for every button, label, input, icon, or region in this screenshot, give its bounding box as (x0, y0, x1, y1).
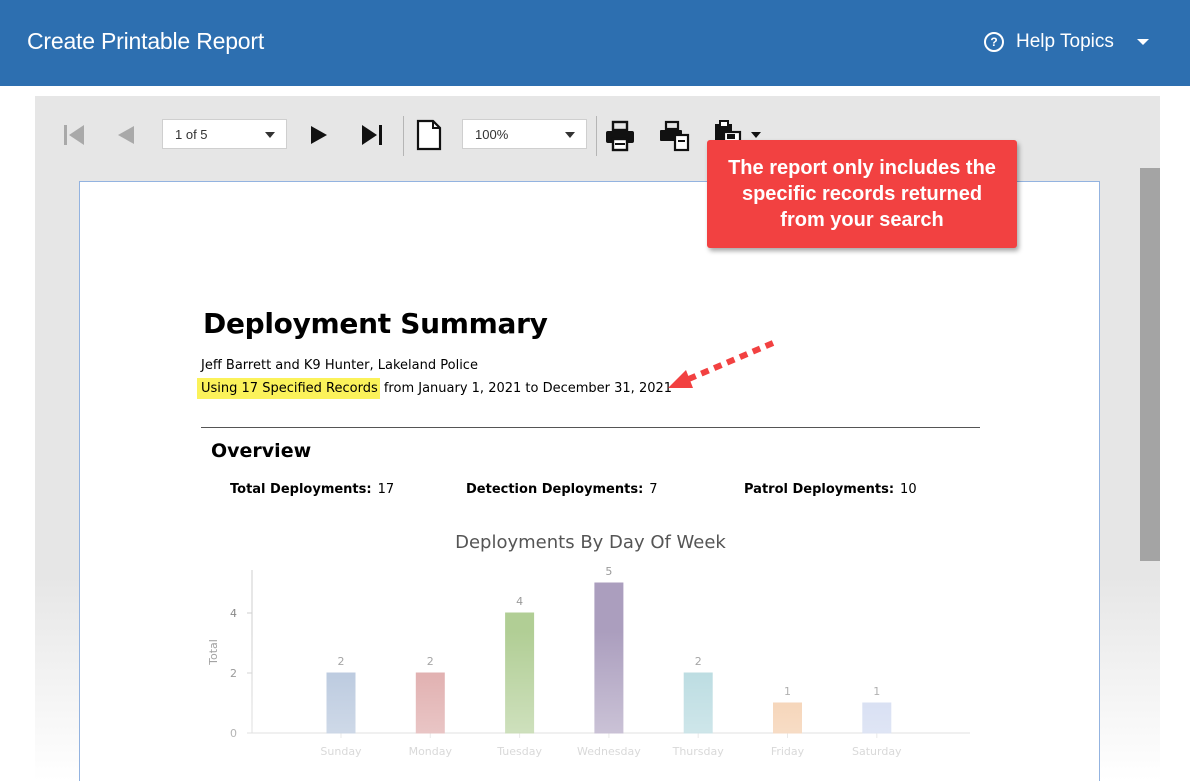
previous-page-icon (118, 126, 134, 144)
x-tick-label: Sunday (320, 745, 362, 758)
page-icon (416, 119, 442, 151)
zoom-select-value: 100% (475, 126, 509, 142)
data-label: 2 (695, 655, 702, 668)
callout-arrow (668, 340, 775, 388)
print-button[interactable] (603, 119, 637, 153)
data-label: 2 (338, 655, 345, 668)
report-page: Deployment Summary Jeff Barrett and K9 H… (79, 181, 1100, 781)
print-page-icon (660, 120, 690, 152)
previous-page-button[interactable] (115, 124, 137, 146)
data-label: 1 (873, 685, 880, 698)
viewer-toolbar: 1 of 5 100% (35, 96, 1160, 174)
last-page-button[interactable] (359, 122, 387, 148)
vertical-scrollbar-thumb[interactable] (1140, 168, 1160, 561)
bar-wednesday (594, 582, 624, 734)
first-page-icon (64, 125, 84, 145)
bar-sunday (326, 672, 356, 734)
bar-friday (773, 702, 802, 734)
data-label: 5 (605, 565, 612, 578)
dropdown-caret-icon (265, 132, 275, 138)
bar-monday (415, 672, 445, 734)
page-select[interactable]: 1 of 5 (162, 119, 287, 149)
page-view-button[interactable] (415, 119, 443, 151)
y-axis-label: Total (207, 639, 220, 666)
y-tick-label: 2 (230, 667, 237, 680)
data-label: 2 (427, 655, 434, 668)
toolbar-divider (596, 116, 597, 156)
bar-saturday (862, 702, 892, 734)
data-label: 1 (784, 685, 791, 698)
deployments-bar-chart: 0 2 4 Total 2 Sunday 2 Monday 4 Tuesday 5 Wednesday… (207, 565, 970, 758)
bar-thursday (683, 672, 713, 734)
page-select-value: 1 of 5 (175, 126, 208, 142)
app-title: Create Printable Report (27, 28, 265, 54)
last-page-icon (362, 125, 382, 145)
print-page-button[interactable] (657, 119, 691, 153)
x-tick-label: Saturday (852, 745, 902, 758)
help-topics-label: Help Topics (1016, 31, 1114, 52)
callout-text: The report only includes the specific re… (728, 157, 996, 231)
x-tick-label: Monday (409, 745, 453, 758)
dropdown-caret-icon (565, 132, 575, 138)
x-tick-label: Tuesday (496, 745, 542, 758)
help-circle-icon: ? (984, 32, 1004, 52)
bar-tuesday (505, 612, 535, 734)
app-header: Create Printable Report ? Help Topics (0, 0, 1190, 86)
next-page-icon (311, 126, 327, 144)
help-topics-menu[interactable]: ? Help Topics (984, 29, 1149, 55)
toolbar-divider (403, 116, 404, 156)
printer-icon (606, 120, 634, 152)
y-tick-label: 4 (230, 607, 237, 620)
chevron-down-icon (1136, 39, 1149, 45)
first-page-button[interactable] (60, 122, 88, 148)
x-tick-label: Thursday (672, 745, 725, 758)
x-tick-label: Wednesday (577, 745, 641, 758)
arrow-head-icon (668, 370, 693, 388)
zoom-select[interactable]: 100% (462, 119, 587, 149)
data-label: 4 (516, 595, 523, 608)
annotation-callout: The report only includes the specific re… (707, 140, 1017, 248)
x-tick-label: Friday (771, 745, 805, 758)
y-tick-label: 0 (230, 727, 237, 740)
next-page-button[interactable] (308, 124, 330, 146)
